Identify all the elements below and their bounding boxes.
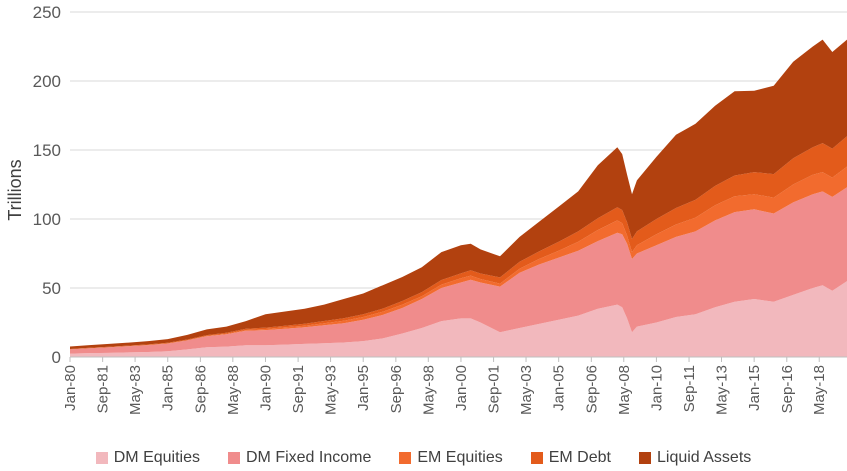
legend-swatch [638,452,651,464]
x-tick-label: May-98 [420,365,437,415]
x-tick-label: Jan-10 [648,365,665,411]
x-tick-label: Sep-81 [95,365,112,413]
x-tick-label: May-13 [714,365,731,415]
x-tick-label: May-93 [323,365,340,415]
legend-label: DM Fixed Income [245,449,372,466]
axes: 0 50 100 150 200 250 Jan-80 Sep-81 May-83 Jan-85 S… [33,3,847,415]
legend-label: EM Debt [548,449,611,466]
x-tick-label: Sep-01 [486,365,503,413]
x-tick-label: May-83 [127,365,144,415]
y-tick-label: 0 [52,348,61,367]
area-dm-equities [70,281,847,357]
area-dm-fixed-income [70,187,847,354]
chart-legend: DM Equities DM Fixed Income EM Equities EM … [0,447,847,469]
x-tick-label: Jan-80 [62,365,79,411]
x-tick-label: Sep-96 [388,365,405,413]
legend-swatch [227,452,240,464]
y-tick-label: 50 [42,279,61,298]
area-liquid-assets [70,39,847,349]
legend-swatch [530,452,543,464]
x-tick-label: Sep-91 [290,365,307,413]
x-tick-label: Jan-90 [258,365,275,411]
legend-label: EM Equities [417,449,503,466]
y-tick-label: 100 [33,210,61,229]
y-tick-label: 150 [33,141,61,160]
x-tick-label: Sep-16 [779,365,796,413]
legend-item: DM Equities [95,449,200,467]
x-tick-label: Jan-05 [551,365,568,411]
x-tick-label: May-03 [518,365,535,415]
legend-swatch [95,452,108,464]
x-tick-label: May-18 [811,365,828,415]
legend-item: Liquid Assets [638,449,752,467]
legend-label: Liquid Assets [656,449,752,466]
legend-item: EM Equities [399,449,503,467]
y-axis-title: Trillions [5,159,25,220]
y-tick-label: 200 [33,72,61,91]
area-series-layer [70,39,847,357]
x-tick-label: May-08 [616,365,633,415]
legend-item: EM Debt [530,449,611,467]
x-tick-label: Jan-15 [746,365,763,411]
legend-label: DM Equities [113,449,200,466]
legend-swatch [399,452,412,464]
x-tick-label: Jan-00 [453,365,470,411]
y-tick-label: 250 [33,3,61,22]
x-tick-label: May-88 [225,365,242,415]
x-tick-label: Sep-86 [192,365,209,413]
x-tick-label: Sep-06 [583,365,600,413]
x-tick-label: Jan-95 [355,365,372,411]
x-tick-label: Jan-85 [160,365,177,411]
x-tick-label: Sep-11 [681,365,698,412]
legend-item: DM Fixed Income [227,449,372,467]
